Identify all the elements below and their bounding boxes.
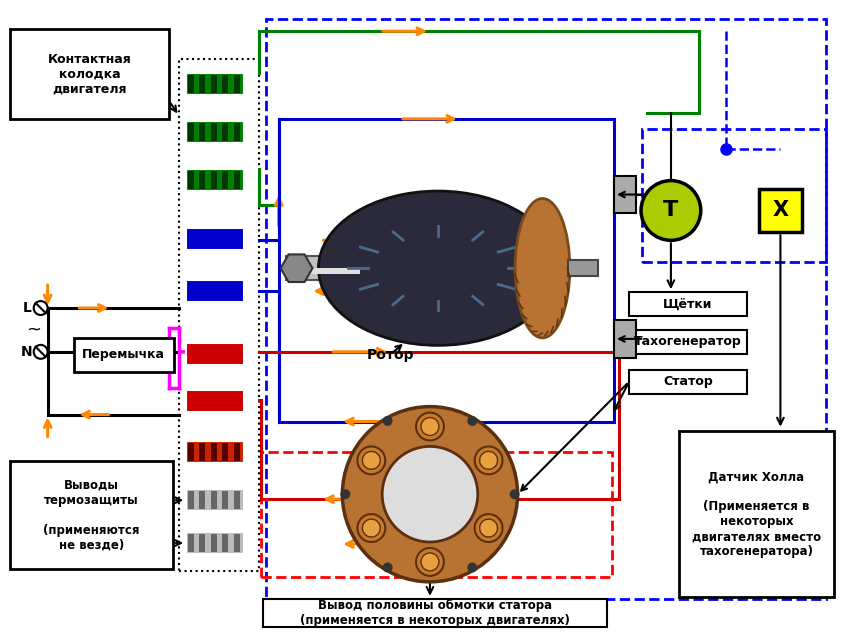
Circle shape (343, 406, 517, 582)
Ellipse shape (416, 548, 444, 576)
Bar (223, 123, 228, 141)
Bar (285, 256, 360, 280)
Bar (186, 121, 244, 143)
Ellipse shape (474, 514, 502, 542)
Bar (186, 489, 244, 511)
Bar (223, 444, 228, 461)
Text: Датчик Холла

(Применяется в
некоторых
двигателях вместо
тахогенератора): Датчик Холла (Применяется в некоторых дв… (692, 470, 821, 558)
Bar (199, 534, 205, 552)
Circle shape (382, 446, 478, 542)
Bar (266, 20, 826, 599)
Bar (10, 29, 169, 119)
Bar (10, 461, 173, 569)
Bar (179, 59, 259, 571)
Bar (73, 338, 174, 372)
Text: Контактная
колодка
двигателя: Контактная колодка двигателя (47, 53, 132, 96)
Bar (234, 534, 240, 552)
Bar (614, 320, 636, 358)
Bar (186, 229, 244, 250)
Ellipse shape (318, 191, 557, 346)
Bar (234, 123, 240, 141)
Bar (187, 75, 193, 93)
Bar (234, 171, 240, 189)
Bar (285, 268, 360, 274)
Bar (199, 444, 205, 461)
Circle shape (510, 489, 520, 499)
Ellipse shape (479, 519, 498, 537)
Circle shape (382, 416, 392, 426)
Text: Ротор: Ротор (366, 348, 414, 362)
Text: Х: Х (772, 201, 788, 220)
Bar (223, 534, 228, 552)
Text: Вывод половины обмотки статора
(применяется в некоторых двигателях): Вывод половины обмотки статора (применяе… (300, 599, 570, 627)
Bar (187, 491, 193, 509)
Bar (629, 370, 747, 394)
Bar (614, 175, 636, 213)
Text: N: N (21, 345, 33, 359)
Text: Щётки: Щётки (663, 298, 712, 311)
Ellipse shape (357, 446, 385, 474)
Bar (211, 171, 217, 189)
Bar (187, 171, 193, 189)
Bar (211, 534, 217, 552)
Bar (568, 260, 598, 276)
Bar (211, 75, 217, 93)
Circle shape (382, 563, 392, 572)
Circle shape (340, 489, 350, 499)
Text: Тахогенератор: Тахогенератор (634, 335, 742, 348)
Bar (186, 343, 244, 365)
Bar (186, 441, 244, 463)
Circle shape (34, 345, 47, 359)
Bar (234, 444, 240, 461)
Ellipse shape (515, 199, 570, 338)
Bar (262, 599, 607, 627)
Text: ~: ~ (26, 321, 41, 339)
Bar (186, 532, 244, 554)
Bar (186, 390, 244, 411)
Bar (234, 75, 240, 93)
Ellipse shape (362, 451, 381, 469)
Bar (629, 330, 747, 354)
Ellipse shape (357, 514, 385, 542)
Ellipse shape (421, 553, 439, 571)
Text: Т: Т (663, 201, 679, 220)
Bar (186, 280, 244, 302)
Bar (187, 534, 193, 552)
Polygon shape (280, 254, 312, 282)
Ellipse shape (479, 451, 498, 469)
Bar (759, 189, 803, 232)
Bar (642, 129, 826, 262)
Ellipse shape (416, 413, 444, 441)
Bar (211, 444, 217, 461)
Text: Перемычка: Перемычка (82, 348, 165, 361)
Bar (187, 123, 193, 141)
Bar (211, 491, 217, 509)
Bar (629, 292, 747, 316)
Bar (223, 491, 228, 509)
Bar (186, 168, 244, 191)
Ellipse shape (474, 446, 502, 474)
Bar (199, 171, 205, 189)
Ellipse shape (362, 519, 381, 537)
Bar (261, 453, 612, 577)
Bar (187, 444, 193, 461)
Text: Статор: Статор (663, 375, 712, 388)
Circle shape (468, 563, 477, 572)
Text: L: L (22, 301, 31, 315)
Circle shape (641, 180, 701, 241)
Bar (199, 123, 205, 141)
Bar (679, 432, 834, 597)
Bar (186, 73, 244, 95)
Bar (223, 75, 228, 93)
Bar (199, 75, 205, 93)
Circle shape (468, 416, 477, 426)
Bar (234, 491, 240, 509)
Ellipse shape (421, 418, 439, 436)
Bar (199, 491, 205, 509)
Text: Выводы
термозащиты

(применяются
не везде): Выводы термозащиты (применяются не везде… (43, 479, 140, 551)
Circle shape (34, 301, 47, 315)
Bar (223, 171, 228, 189)
Bar (211, 123, 217, 141)
